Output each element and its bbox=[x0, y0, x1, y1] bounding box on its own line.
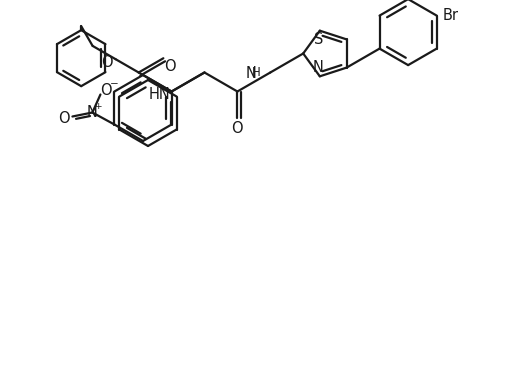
Text: O: O bbox=[231, 121, 243, 135]
Text: O: O bbox=[59, 111, 70, 126]
Text: Br: Br bbox=[443, 8, 459, 23]
Text: O: O bbox=[101, 83, 112, 98]
Text: N: N bbox=[245, 67, 256, 81]
Text: −: − bbox=[110, 80, 119, 90]
Text: N: N bbox=[312, 60, 323, 75]
Text: S: S bbox=[314, 32, 323, 47]
Text: H: H bbox=[252, 67, 260, 80]
Text: +: + bbox=[93, 102, 101, 111]
Text: O: O bbox=[101, 55, 113, 70]
Text: N: N bbox=[87, 105, 98, 120]
Text: HN: HN bbox=[149, 87, 170, 102]
Text: O: O bbox=[165, 59, 176, 74]
